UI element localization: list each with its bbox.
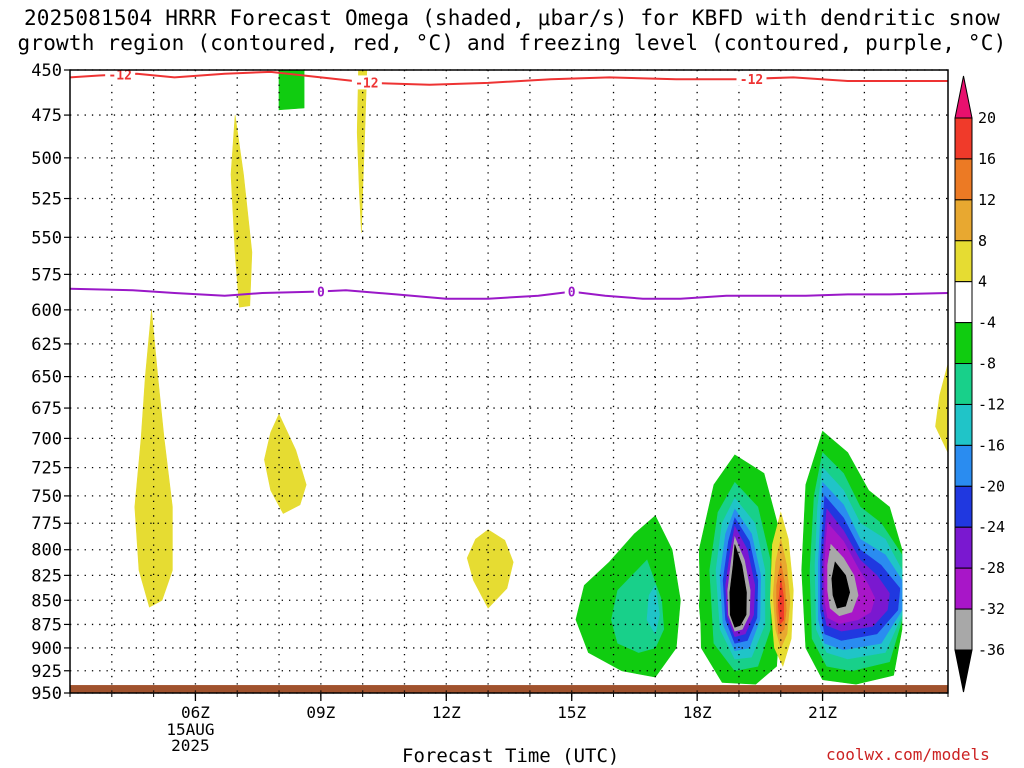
contour-label-dendritic: -12 xyxy=(740,73,763,88)
chart-title-line1: 2025081504 HRRR Forecast Omega (shaded, … xyxy=(23,6,1001,30)
chart-title-line2: growth region (contoured, red, °C) and f… xyxy=(17,31,1007,55)
omega-region-31 xyxy=(831,561,851,609)
colorbar-bin xyxy=(954,240,973,283)
contour-label-freezing-level: 0 xyxy=(317,285,325,300)
colorbar-bin xyxy=(954,199,973,242)
colorbar-tick-label: -36 xyxy=(978,641,1005,659)
colorbar-bin xyxy=(954,403,973,446)
y-tick-label: 575 xyxy=(31,265,62,285)
colorbar-bin xyxy=(954,444,973,487)
colorbar-top-arrow xyxy=(954,75,973,119)
colorbar-bin xyxy=(954,322,973,365)
x-axis-title: Forecast Time (UTC) xyxy=(402,745,620,767)
x-tick-label: 15Z xyxy=(557,703,586,722)
colorbar-bin xyxy=(954,526,973,569)
colorbar-tick-label: 4 xyxy=(978,273,987,291)
x-tick-label: 21Z xyxy=(808,703,837,722)
y-tick-label: 900 xyxy=(31,639,62,659)
colorbar-bin xyxy=(954,281,973,324)
colorbar-tick-label: 8 xyxy=(978,232,987,250)
colorbar-tick-label: -12 xyxy=(978,395,1005,413)
colorbar-bin xyxy=(954,485,973,528)
terrain-ground xyxy=(70,685,948,693)
y-tick-label: 750 xyxy=(31,487,62,507)
y-tick-label: 600 xyxy=(31,301,62,321)
contour-label-dendritic: -12 xyxy=(108,69,131,84)
colorbar-tick-label: -28 xyxy=(978,559,1005,577)
y-tick-label: 450 xyxy=(31,61,62,81)
colorbar-tick-label: 20 xyxy=(978,109,996,127)
credit-text: coolwx.com/models xyxy=(826,745,990,764)
y-tick-label: 925 xyxy=(31,662,62,682)
omega-region-6 xyxy=(935,363,948,453)
colorbar-tick-label: -32 xyxy=(978,600,1005,618)
colorbar-bin xyxy=(954,158,973,201)
contour-label-bg xyxy=(736,71,767,86)
y-tick-label: 800 xyxy=(31,541,62,561)
y-tick-label: 950 xyxy=(31,684,62,704)
omega-region-18 xyxy=(729,544,747,628)
y-tick-label: 825 xyxy=(31,566,62,586)
colorbar-bin xyxy=(954,117,973,160)
y-tick-label: 875 xyxy=(31,615,62,635)
colorbar-tick-label: -8 xyxy=(978,355,996,373)
y-tick-label: 550 xyxy=(31,228,62,248)
colorbar-bin xyxy=(954,363,973,405)
y-tick-label: 725 xyxy=(31,459,62,479)
y-tick-label: 700 xyxy=(31,429,62,449)
y-tick-label: 500 xyxy=(31,149,62,169)
colorbar-tick-label: -24 xyxy=(978,518,1005,536)
contour-label-bg xyxy=(313,284,328,299)
y-tick-label: 650 xyxy=(31,368,62,388)
x-tick-label: 09Z xyxy=(306,703,335,722)
omega-region-2 xyxy=(230,115,253,308)
y-tick-label: 775 xyxy=(31,514,62,534)
colorbar-tick-label: -20 xyxy=(978,477,1005,495)
y-tick-label: 525 xyxy=(31,190,62,210)
plot-frame xyxy=(69,69,949,694)
contour-label-dendritic: -12 xyxy=(355,76,378,91)
contour-label-bg xyxy=(105,70,136,82)
y-tick-label: 850 xyxy=(31,591,62,611)
omega-region-0 xyxy=(278,70,305,111)
colorbar-bin xyxy=(954,567,973,610)
y-tick-label: 625 xyxy=(31,335,62,355)
plot-background xyxy=(70,70,948,693)
contour-label-bg xyxy=(564,284,579,299)
omega-region-3 xyxy=(134,309,173,608)
x-tick-label: 18Z xyxy=(683,703,712,722)
colorbar-bin xyxy=(954,608,973,651)
y-tick-label: 475 xyxy=(31,106,62,126)
colorbar-tick-label: 16 xyxy=(978,150,996,168)
x-tick-label: 06Z xyxy=(181,703,210,722)
x-date-label: 15AUG xyxy=(166,720,214,739)
colorbar-tick-label: -4 xyxy=(978,314,996,332)
colorbar-tick-label: -16 xyxy=(978,436,1005,454)
contour-freezing-level xyxy=(70,287,948,300)
contour-dendritic xyxy=(70,70,948,86)
x-tick-label: 12Z xyxy=(432,703,461,722)
colorbar-bottom-arrow xyxy=(954,649,973,693)
contour-label-freezing-level: 0 xyxy=(568,286,576,301)
x-date-label: 2025 xyxy=(171,736,210,755)
chart-title: 2025081504 HRRR Forecast Omega (shaded, … xyxy=(0,6,1024,56)
colorbar-tick-label: 12 xyxy=(978,191,996,209)
omega-region-8 xyxy=(611,559,665,653)
contour-label-bg xyxy=(351,75,382,90)
y-tick-label: 675 xyxy=(31,399,62,419)
omega-region-9 xyxy=(646,584,660,635)
